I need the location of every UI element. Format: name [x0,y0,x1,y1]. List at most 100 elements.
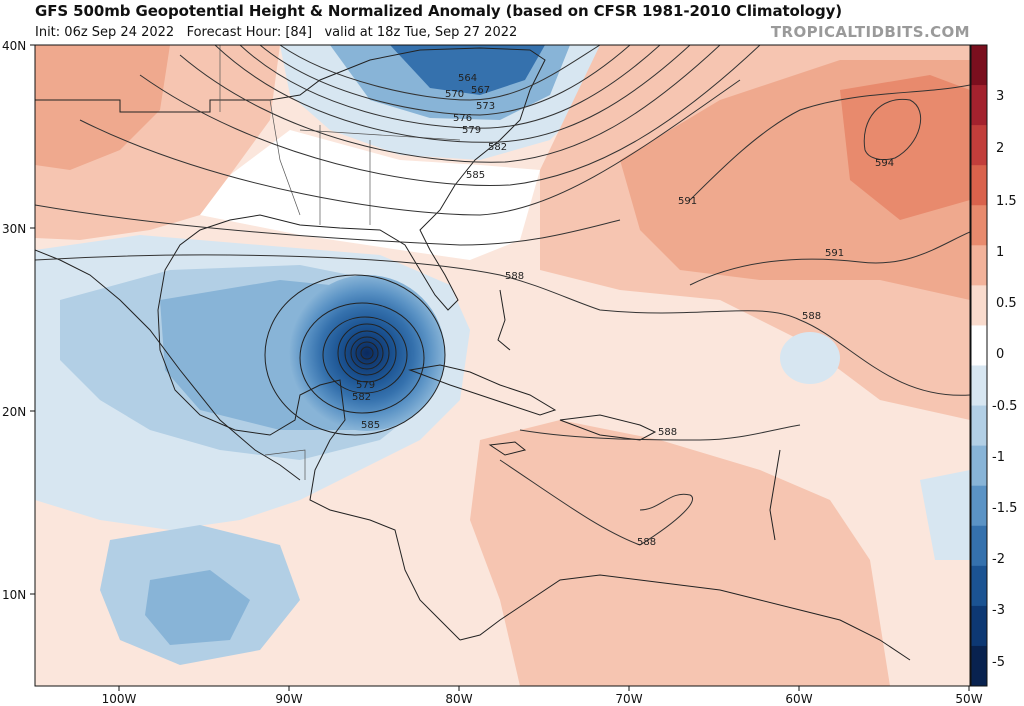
lon-label: 70W [615,692,642,706]
contour-567 [259,45,631,116]
colorbar-swatch [971,245,987,286]
gulf-coastline [35,47,546,641]
nw-warm-core [35,45,170,170]
lon-label: 60W [785,692,812,706]
lon-label: 100W [102,692,137,706]
contour-591-south [689,231,970,286]
low-contour [337,323,397,383]
hurricane-contours [264,274,446,436]
atlantic-cold-pocket [780,332,840,384]
contour-label: 567 [471,85,490,96]
colorbar-swatch [971,125,987,166]
contour-label: 588 [802,311,821,322]
lon-label: 80W [445,692,472,706]
colorbar-label: 0.5 [996,296,1017,311]
low-contour [344,330,390,376]
map-title: GFS 500mb Geopotential Height & Normaliz… [35,2,843,20]
colorbar-swatch [971,405,987,447]
colorbar-frame [970,44,988,687]
colorbar-swatch [971,85,987,126]
colorbar-swatch [971,525,987,567]
contour-label: 570 [445,89,464,100]
low-contour [355,341,379,365]
low-contour [350,336,384,370]
contour-label: 573 [476,101,495,112]
contour-588-south [499,459,693,546]
contour-564 [279,45,601,101]
contour-579 [139,45,761,186]
colorbar-swatch [971,285,987,326]
contour-label: 579 [356,380,375,391]
init-time: Init: 06z Sep 24 2022 [35,25,175,40]
hispaniola-outline [559,414,657,441]
contour-576 [179,45,721,163]
low-contour [360,346,374,360]
lat-label: 20N [2,405,26,419]
lat-label: 10N [2,588,26,602]
contour-label: 585 [361,420,380,431]
colorbar-swatch [971,645,987,687]
map-subtitle: Init: 06z Sep 24 2022 Forecast Hour: [84… [35,25,517,40]
contour-label: 591 [678,196,697,207]
contour-585-low [264,274,446,436]
contour-label: 585 [466,170,485,181]
contour-585 [35,204,621,246]
contour-label: 576 [453,113,472,124]
border-line [264,449,306,480]
colorbar-swatch [971,365,987,407]
colorbar-label: 3 [996,89,1004,104]
mexico-pacific-coast [35,249,301,481]
colorbar-label: 1 [996,245,1004,260]
contour-582 [79,79,741,216]
northeast-trough-core [390,45,545,95]
east-cold-pocket [920,470,970,560]
colorbar-swatch [971,205,987,246]
brand-watermark: TROPICALTIDBITS.COM [770,23,970,41]
colorbar-label: 0 [996,347,1004,362]
colorbar-swatch [971,165,987,206]
colorbar-swatch [971,605,987,647]
colorbar-label: -0.5 [992,399,1017,414]
colorbar-labels: 3 2 1.5 1 0.5 0 -0.5 -1 -1.5 -2 -3 -5 [992,89,1017,670]
colorbar-label: -1 [992,450,1005,465]
south-america-coast [459,574,911,661]
contour-label: 588 [637,537,656,548]
height-contours [35,45,970,546]
colorbar-label: -2 [992,552,1005,567]
contour-label: 564 [458,73,477,84]
contour-582-low [299,302,425,414]
colorbar-swatch [971,325,987,366]
anomaly-field [35,45,970,686]
valid-time: valid at 18z Tue, Sep 27 2022 [324,25,518,40]
contour-label: 579 [462,125,481,136]
latitude-axis: 40N 30N 20N 10N [2,39,35,602]
colorbar-swatch [971,485,987,527]
hurricane-low-core [289,275,445,431]
cuba-outline [408,364,557,416]
plot-frame [34,44,971,687]
contour-579-low [322,316,408,394]
lon-label: 90W [275,692,302,706]
lesser-antilles [769,449,781,541]
contour-588-east [519,424,801,441]
colorbar-swatch [971,565,987,607]
colorbar [971,45,987,687]
contour-594 [863,98,922,161]
caribbean-warm [470,420,890,686]
border-line [299,129,461,141]
contour-573 [214,45,691,143]
longitude-axis: 100W 90W 80W 70W 60W 50W [102,686,983,706]
contour-label: 594 [875,158,894,169]
contour-588-north [35,254,970,396]
colorbar-swatch [971,445,987,487]
contour-570 [239,45,661,129]
colorbar-swatch [971,45,987,86]
contour-label: 582 [352,392,371,403]
coastlines [35,47,911,661]
colorbar-label: 2 [996,141,1004,156]
pacific-cold-core [145,570,250,645]
atlantic-ridge-core [840,75,970,220]
contour-label: 591 [825,248,844,259]
lat-label: 40N [2,39,26,53]
